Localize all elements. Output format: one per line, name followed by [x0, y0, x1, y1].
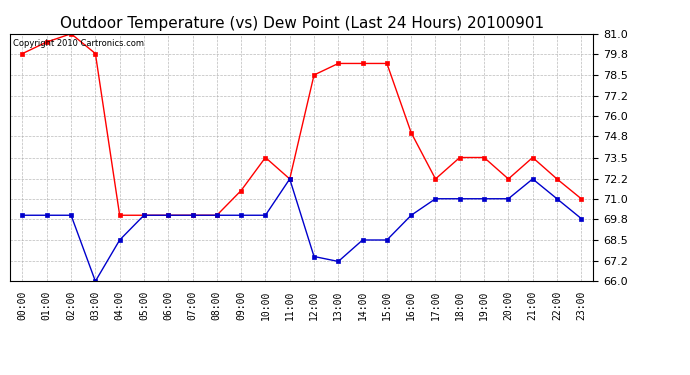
Title: Outdoor Temperature (vs) Dew Point (Last 24 Hours) 20100901: Outdoor Temperature (vs) Dew Point (Last…	[60, 16, 544, 31]
Text: Copyright 2010 Cartronics.com: Copyright 2010 Cartronics.com	[13, 39, 144, 48]
